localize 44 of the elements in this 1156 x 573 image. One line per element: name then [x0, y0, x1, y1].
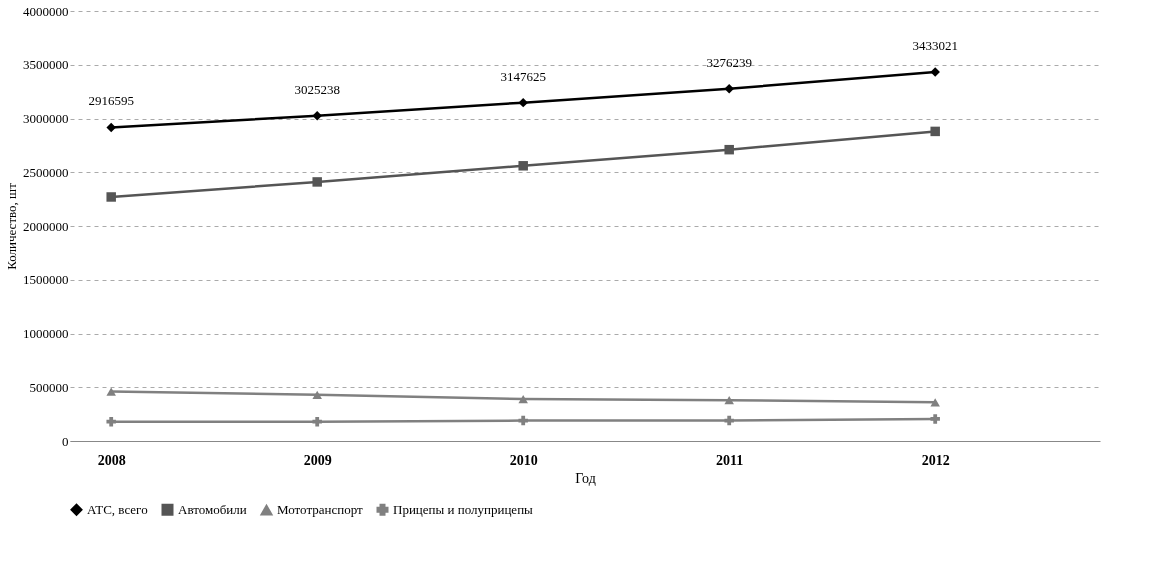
y-tick-label: 0 — [62, 433, 69, 449]
point — [518, 161, 528, 171]
y-tick-label: 3000000 — [23, 111, 69, 126]
y-axis-title: Количество, шт — [4, 182, 19, 270]
y-tick-label: 1000000 — [23, 326, 69, 341]
point — [518, 394, 528, 404]
point — [724, 144, 734, 155]
point — [930, 398, 940, 407]
legend-label: Прицепы и полуприцепы — [393, 501, 534, 517]
data-label: 2916595 — [88, 93, 134, 109]
point — [724, 396, 734, 405]
point — [312, 177, 322, 187]
legend-label: Автомобили — [178, 501, 247, 517]
legend-label: АТС, всего — [87, 501, 148, 517]
data-label: 3147625 — [500, 68, 546, 84]
y-tick-label: 2500000 — [23, 164, 69, 180]
point — [106, 192, 116, 202]
data-label: 3276239 — [706, 54, 752, 70]
y-tick-label: 500000 — [29, 379, 69, 395]
y-tick-label: 2000000 — [23, 218, 69, 234]
point — [106, 416, 116, 427]
x-tick-label: 2011 — [716, 452, 744, 468]
point — [930, 126, 940, 137]
data-label: 3433021 — [912, 37, 958, 53]
point — [312, 111, 322, 121]
x-tick-label: 2012 — [921, 452, 950, 468]
x-axis-title: Год — [575, 470, 596, 486]
point — [518, 415, 528, 426]
y-tick-label: 3500000 — [23, 57, 69, 73]
point — [106, 122, 116, 133]
point — [106, 387, 116, 396]
point — [724, 415, 734, 426]
x-tick-label: 2010 — [509, 452, 538, 468]
point — [312, 416, 322, 427]
y-tick-label: 4000000 — [23, 3, 69, 19]
point — [724, 84, 734, 94]
point — [312, 390, 322, 399]
y-tick-label: 1500000 — [23, 272, 69, 288]
point — [518, 97, 528, 108]
data-label: 3025238 — [294, 81, 340, 97]
point — [930, 414, 940, 424]
legend-label: Мототранспорт — [277, 502, 364, 518]
x-tick-label: 2009 — [303, 452, 332, 468]
x-tick-label: 2008 — [97, 452, 126, 468]
